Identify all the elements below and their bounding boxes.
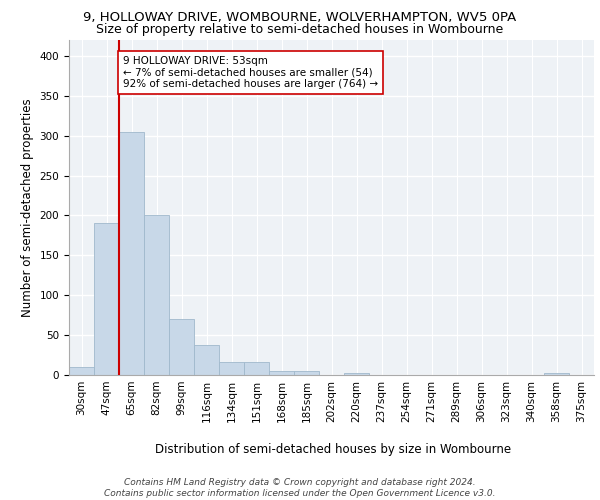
Bar [544, 372, 569, 375]
Y-axis label: Number of semi-detached properties: Number of semi-detached properties [21, 98, 34, 317]
Text: Distribution of semi-detached houses by size in Wombourne: Distribution of semi-detached houses by … [155, 442, 511, 456]
Text: Size of property relative to semi-detached houses in Wombourne: Size of property relative to semi-detach… [97, 22, 503, 36]
Bar [244, 362, 269, 375]
Bar [169, 319, 194, 375]
Text: 9 HOLLOWAY DRIVE: 53sqm
← 7% of semi-detached houses are smaller (54)
92% of sem: 9 HOLLOWAY DRIVE: 53sqm ← 7% of semi-det… [123, 56, 378, 89]
Bar [294, 371, 319, 375]
Bar [119, 132, 144, 375]
Bar [219, 362, 244, 375]
Bar [194, 346, 219, 375]
Text: 9, HOLLOWAY DRIVE, WOMBOURNE, WOLVERHAMPTON, WV5 0PA: 9, HOLLOWAY DRIVE, WOMBOURNE, WOLVERHAMP… [83, 11, 517, 24]
Bar [344, 372, 369, 375]
Text: Contains HM Land Registry data © Crown copyright and database right 2024.
Contai: Contains HM Land Registry data © Crown c… [104, 478, 496, 498]
Bar [269, 371, 294, 375]
Bar [94, 224, 119, 375]
Bar [69, 367, 94, 375]
Bar [144, 216, 169, 375]
